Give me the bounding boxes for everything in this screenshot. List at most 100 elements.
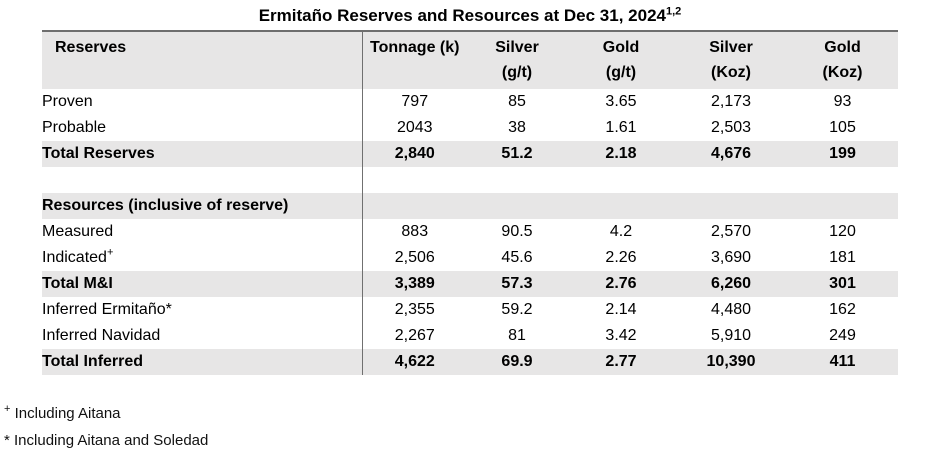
footnote-marker-asterisk: *	[4, 432, 10, 449]
row-label: Indicated+	[42, 245, 362, 271]
reserves-resources-table: Reserves Tonnage (k) Silver (g/t) Gold (…	[42, 30, 898, 375]
cell-gold-gpt	[567, 193, 675, 219]
row-label-text: Measured	[42, 223, 114, 240]
column-header-silver-gpt: Silver (g/t)	[467, 31, 567, 89]
column-header-line2: (Koz)	[711, 64, 751, 81]
column-header-tonnage-k: Tonnage (k)	[361, 31, 467, 89]
cell-tonnage-k: 2,840	[361, 141, 467, 167]
column-header-line1: Silver	[709, 39, 753, 56]
cell-tonnage-k: 883	[361, 219, 467, 245]
cell-gold-koz: 162	[829, 301, 856, 318]
footnote-indicated: + Including Aitana	[4, 400, 946, 427]
row-label-text: Total Reserves	[42, 145, 155, 162]
row-label: Total Inferred	[42, 349, 362, 375]
cell-silver-koz: 2,503	[710, 119, 752, 136]
footnote-text: Including Aitana	[14, 405, 121, 422]
column-header-line1: Gold	[824, 39, 861, 56]
cell-silver-gpt	[467, 167, 567, 193]
footnote-inferred: * Including Aitana and Soledad	[4, 427, 946, 454]
cell-tonnage-k: 2,506	[361, 245, 467, 271]
row-label-text: Inferred Ermitaño*	[42, 301, 172, 318]
cell-silver-koz: 10,390	[675, 349, 787, 375]
cell-gold-gpt: 1.61	[605, 119, 637, 136]
column-header-category: Reserves	[42, 31, 362, 89]
cell-gold-koz	[787, 193, 898, 219]
row-label-text: Indicated	[42, 249, 107, 266]
cell-silver-gpt: 69.9	[467, 349, 567, 375]
cell-tonnage-k: 2,355	[361, 297, 467, 323]
table-title: Ermitaño Reserves and Resources at Dec 3…	[42, 0, 898, 30]
row-label: Inferred Ermitaño*	[42, 297, 362, 323]
cell-tonnage-k: 2043	[361, 115, 467, 141]
header-row: Reserves Tonnage (k) Silver (g/t) Gold (…	[42, 31, 898, 89]
column-header-line2	[363, 60, 467, 85]
table-title-superscript: 1,2	[665, 5, 682, 18]
row-label-text: Resources (inclusive of reserve)	[42, 197, 289, 214]
cell-gold-koz: 120	[829, 223, 856, 240]
cell-tonnage-k: 4,622	[361, 349, 467, 375]
cell-tonnage-k: 3,389	[361, 271, 467, 297]
cell-silver-gpt: 45.6	[501, 249, 533, 266]
column-header-gold-gpt: Gold (g/t)	[567, 31, 675, 89]
cell-tonnage-k: 797	[361, 89, 467, 115]
cell-gold-koz	[787, 167, 898, 193]
row-label: Total Reserves	[42, 141, 362, 167]
table-row: Inferred Ermitaño* 2,355 59.2 2.14 4,480 162	[42, 297, 898, 323]
footnote-marker-plus: +	[4, 403, 11, 415]
cell-silver-gpt: 59.2	[501, 301, 533, 318]
cell-silver-gpt: 38	[508, 119, 526, 136]
column-header-line1: Tonnage (k)	[370, 39, 460, 56]
row-label-text: Probable	[42, 119, 107, 136]
row-label-text: Inferred Navidad	[42, 327, 161, 344]
cell-silver-koz	[675, 167, 787, 193]
column-header-line1: Reserves	[55, 39, 127, 56]
table-row: Indicated+ 2,506 45.6 2.26 3,690 181	[42, 245, 898, 271]
cell-gold-gpt: 2.18	[567, 141, 675, 167]
cell-gold-gpt: 2.26	[605, 249, 637, 266]
cell-silver-gpt: 85	[508, 93, 526, 110]
cell-silver-gpt: 57.3	[467, 271, 567, 297]
cell-gold-gpt: 4.2	[609, 223, 633, 240]
row-label	[42, 167, 362, 193]
column-header-gold-koz: Gold (Koz)	[787, 31, 898, 89]
cell-gold-gpt	[567, 167, 675, 193]
table-row: Inferred Navidad 2,267 81 3.42 5,910 249	[42, 323, 898, 349]
column-header-line2: (g/t)	[501, 64, 533, 81]
cell-silver-koz: 4,676	[675, 141, 787, 167]
cell-gold-gpt: 2.76	[567, 271, 675, 297]
cell-gold-koz: 181	[829, 249, 856, 266]
cell-silver-koz: 2,173	[710, 93, 752, 110]
table-row: Proven 797 85 3.65 2,173 93	[42, 89, 898, 115]
cell-silver-koz: 2,570	[710, 223, 752, 240]
table-row: Total M&I 3,389 57.3 2.76 6,260 301	[42, 271, 898, 297]
cell-silver-gpt: 51.2	[467, 141, 567, 167]
footnote-text: Including Aitana and Soledad	[14, 432, 209, 449]
table-title-text: Ermitaño Reserves and Resources at Dec 3…	[258, 6, 666, 25]
column-header-line2	[55, 60, 362, 85]
table-row: Total Reserves 2,840 51.2 2.18 4,676 199	[42, 141, 898, 167]
table-row: Measured 883 90.5 4.2 2,570 120	[42, 219, 898, 245]
cell-silver-gpt: 81	[508, 327, 526, 344]
cell-gold-koz: 249	[829, 327, 856, 344]
cell-silver-gpt	[467, 193, 567, 219]
cell-silver-koz: 3,690	[710, 249, 752, 266]
table-row: Probable 2043 38 1.61 2,503 105	[42, 115, 898, 141]
cell-tonnage-k	[361, 193, 467, 219]
row-label: Inferred Navidad	[42, 323, 362, 349]
row-label: Probable	[42, 115, 362, 141]
cell-gold-gpt: 3.65	[605, 93, 637, 110]
cell-silver-koz: 4,480	[710, 301, 752, 318]
cell-gold-koz: 93	[833, 93, 852, 110]
column-header-line1: Silver	[495, 39, 539, 56]
cell-gold-koz: 105	[829, 119, 856, 136]
cell-gold-gpt: 2.77	[567, 349, 675, 375]
cell-gold-koz: 301	[787, 271, 898, 297]
column-header-silver-koz: Silver (Koz)	[675, 31, 787, 89]
column-header-line1: Gold	[602, 39, 640, 56]
table-row: Resources (inclusive of reserve)	[42, 193, 898, 219]
row-label: Resources (inclusive of reserve)	[42, 193, 362, 219]
row-label: Total M&I	[42, 271, 362, 297]
cell-tonnage-k	[361, 167, 467, 193]
row-label: Measured	[42, 219, 362, 245]
